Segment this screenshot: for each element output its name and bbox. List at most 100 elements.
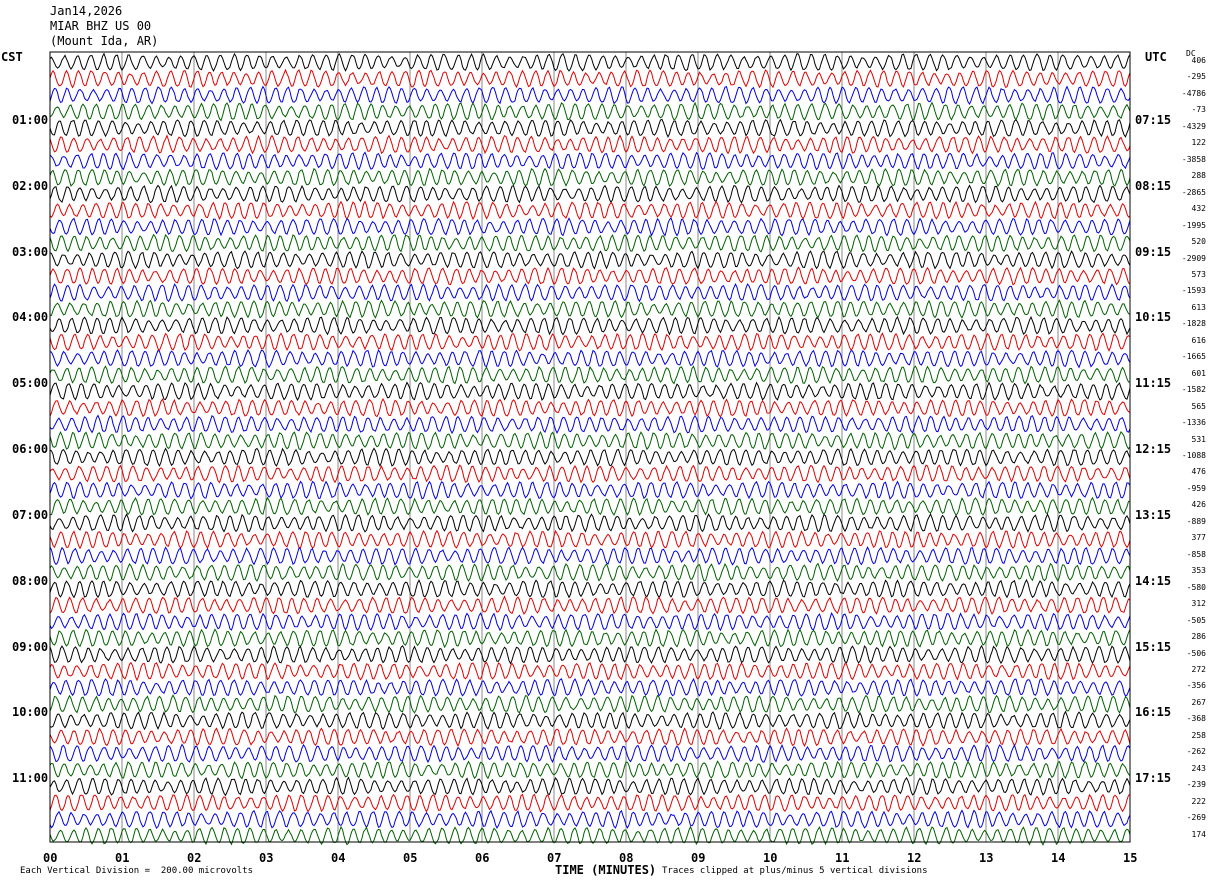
x-tick-label: 13 [979, 851, 994, 865]
trace-15 [49, 299, 1131, 319]
x-tick-label: 08 [619, 851, 634, 865]
x-axis-title: TIME (MINUTES) [555, 863, 657, 877]
right-hour-label: 07:15 [1135, 112, 1172, 127]
right-hour-label: 09:15 [1135, 244, 1172, 259]
trace-21 [49, 397, 1131, 418]
right-hour-label: 08:15 [1135, 178, 1172, 193]
dc-offset-value: 476 [1191, 467, 1206, 477]
dc-offset-value: -3858 [1181, 154, 1206, 164]
dc-offset-value: 267 [1191, 697, 1206, 707]
right-hour-label: 16:15 [1135, 705, 1172, 720]
right-hour-label: 12:15 [1135, 442, 1172, 456]
dc-offset-value: -73 [1191, 105, 1206, 115]
trace-32 [49, 578, 1131, 599]
right-hour-label: 10:15 [1135, 310, 1172, 325]
x-tick-label: 09 [691, 851, 706, 865]
plot-date: Jan14,2026 [50, 4, 123, 18]
x-tick-label: 01 [115, 851, 130, 865]
station-location: (Mount Ida, AR) [50, 34, 159, 48]
dc-offset-value: -1828 [1181, 319, 1206, 329]
dc-offset-value: 353 [1191, 566, 1206, 576]
x-tick-label: 11 [835, 851, 850, 865]
dc-offset-value: 406 [1191, 56, 1206, 65]
trace-7 [49, 167, 1131, 188]
dc-offset-value: 531 [1191, 434, 1206, 444]
dc-offset-value: -2909 [1181, 253, 1206, 263]
trace-37 [49, 661, 1131, 682]
trace-4 [49, 118, 1131, 138]
trace-28 [49, 512, 1131, 533]
trace-12 [49, 250, 1131, 270]
dc-offset-value: 272 [1191, 664, 1206, 674]
trace-0 [49, 52, 1131, 73]
trace-5 [49, 134, 1131, 155]
dc-offset-value: 174 [1191, 829, 1206, 839]
trace-41 [49, 727, 1131, 748]
right-timezone-label: UTC [1145, 50, 1167, 64]
dc-offset-value: -505 [1186, 615, 1206, 625]
dc-offset-value: 258 [1191, 730, 1206, 740]
dc-offset-value: 122 [1191, 138, 1206, 148]
dc-offset-value: -1088 [1181, 451, 1206, 460]
x-tick-label: 10 [763, 851, 778, 865]
dc-offset-value: -269 [1186, 813, 1206, 823]
trace-6 [49, 151, 1131, 171]
dc-offset-value: 222 [1191, 796, 1206, 806]
right-hour-label: 13:15 [1135, 507, 1172, 522]
dc-offset-value: -1665 [1181, 352, 1206, 362]
left-hour-label: 07:00 [12, 507, 49, 522]
dc-offset-value: 613 [1191, 302, 1206, 312]
trace-26 [49, 480, 1131, 500]
left-hour-label: 01:00 [12, 112, 49, 127]
station-name: MIAR BHZ US 00 [50, 19, 152, 33]
trace-1 [49, 68, 1131, 89]
dc-offset-value: -4329 [1181, 121, 1206, 131]
right-hour-label: 17:15 [1135, 771, 1172, 786]
dc-offset-value: -959 [1186, 483, 1206, 493]
trace-38 [49, 677, 1131, 697]
left-hour-label: 06:00 [12, 442, 49, 456]
dc-offset-value: 520 [1191, 237, 1206, 247]
dc-offset-value: -1995 [1181, 220, 1206, 230]
dc-offset-value: -356 [1186, 681, 1206, 691]
dc-offset-value: -580 [1186, 582, 1206, 592]
dc-offset-value: -4786 [1181, 88, 1206, 98]
right-hour-label: 14:15 [1135, 573, 1172, 588]
trace-19 [49, 365, 1131, 385]
trace-lines [49, 52, 1131, 846]
dc-offset-value: -506 [1186, 648, 1206, 658]
trace-43 [49, 760, 1131, 780]
dc-offset-value: -1582 [1181, 385, 1206, 395]
dc-offset-value: -1336 [1181, 418, 1206, 428]
trace-35 [49, 628, 1131, 649]
trace-10 [49, 217, 1131, 237]
trace-45 [49, 793, 1131, 813]
plot-frame [49, 51, 1131, 843]
dc-offset-value: 243 [1191, 763, 1206, 773]
dc-offset-value: -368 [1186, 714, 1206, 724]
trace-16 [49, 315, 1131, 336]
x-tick-label: 03 [259, 851, 274, 865]
dc-offset-value: -295 [1186, 72, 1206, 82]
left-hour-label: 09:00 [12, 639, 49, 654]
trace-9 [49, 200, 1131, 221]
trace-2 [49, 85, 1131, 106]
trace-46 [49, 809, 1131, 829]
trace-18 [49, 348, 1131, 369]
dc-offset-value: -889 [1186, 516, 1206, 526]
right-hour-label: 11:15 [1135, 376, 1172, 391]
x-tick-label: 06 [475, 851, 490, 865]
trace-24 [49, 447, 1131, 468]
trace-17 [49, 332, 1131, 352]
trace-31 [49, 562, 1131, 583]
left-hour-label: 11:00 [12, 771, 49, 786]
trace-39 [49, 694, 1131, 714]
trace-44 [49, 776, 1131, 797]
dc-offset-value: -2865 [1181, 187, 1206, 197]
dc-offset-value: 573 [1191, 269, 1206, 279]
trace-40 [49, 710, 1131, 731]
left-hour-label: 05:00 [12, 376, 49, 391]
trace-34 [49, 612, 1131, 632]
trace-13 [49, 266, 1131, 286]
